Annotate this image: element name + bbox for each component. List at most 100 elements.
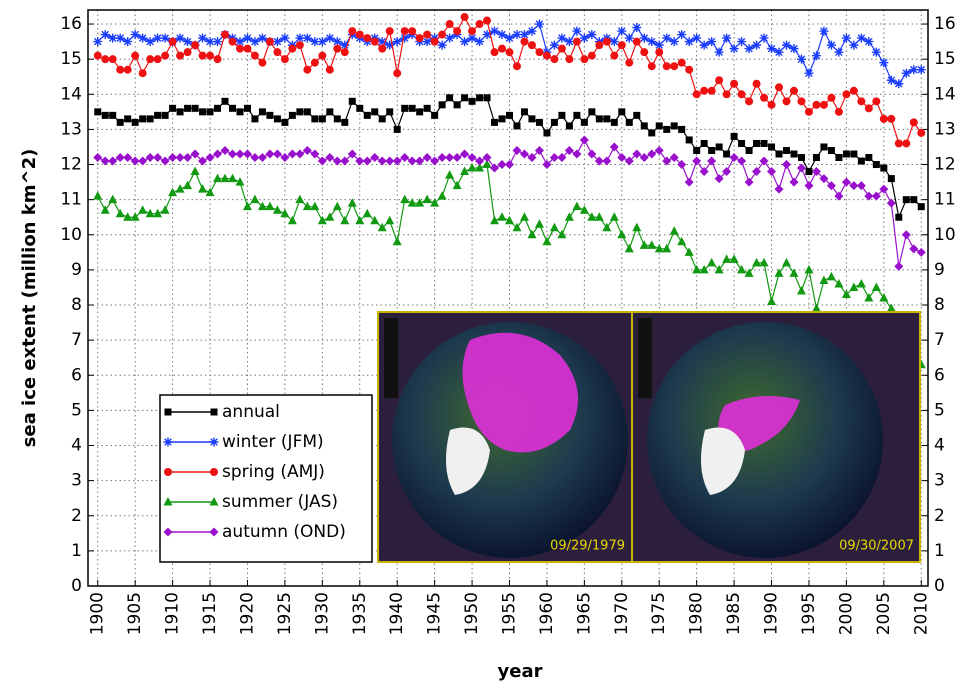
marker xyxy=(894,79,903,88)
marker xyxy=(678,59,686,67)
marker xyxy=(445,170,454,179)
marker xyxy=(797,97,805,105)
marker xyxy=(468,153,477,162)
y-tick-label: 4 xyxy=(71,436,82,456)
marker xyxy=(670,37,679,46)
marker xyxy=(146,55,154,63)
marker xyxy=(610,52,618,60)
marker xyxy=(745,97,753,105)
marker xyxy=(484,94,491,101)
marker xyxy=(468,27,476,35)
marker xyxy=(685,178,694,187)
marker xyxy=(228,174,237,183)
marker xyxy=(692,157,701,166)
marker xyxy=(902,139,910,147)
marker xyxy=(625,59,633,67)
marker xyxy=(580,205,589,214)
marker xyxy=(228,38,236,46)
x-tick-label: 1995 xyxy=(799,592,819,635)
marker xyxy=(857,181,866,190)
marker xyxy=(94,52,102,60)
marker xyxy=(828,147,835,154)
marker xyxy=(214,55,222,63)
marker xyxy=(491,119,498,126)
marker xyxy=(124,115,131,122)
marker xyxy=(280,34,289,43)
y2-tick-label: 6 xyxy=(934,365,945,385)
marker xyxy=(265,202,274,211)
marker xyxy=(775,185,784,194)
y-tick-label: 3 xyxy=(71,471,82,491)
marker xyxy=(730,44,739,53)
marker xyxy=(812,51,821,60)
y-tick-label: 11 xyxy=(60,190,82,210)
colorbar xyxy=(384,318,398,398)
x-tick-label: 1975 xyxy=(649,592,669,635)
marker xyxy=(221,146,230,155)
marker xyxy=(438,31,446,39)
marker xyxy=(850,87,858,95)
marker xyxy=(295,195,304,204)
marker xyxy=(341,119,348,126)
marker xyxy=(782,258,791,267)
marker xyxy=(655,146,664,155)
marker xyxy=(909,244,918,253)
marker xyxy=(364,112,371,119)
marker xyxy=(266,112,273,119)
x-tick-label: 1920 xyxy=(237,592,257,635)
y-tick-label: 5 xyxy=(71,400,82,420)
marker xyxy=(655,244,664,253)
marker xyxy=(566,122,573,129)
marker xyxy=(708,87,716,95)
marker xyxy=(311,59,319,67)
marker xyxy=(207,108,214,115)
marker xyxy=(625,244,634,253)
marker xyxy=(633,112,640,119)
marker xyxy=(513,62,521,70)
marker xyxy=(641,122,648,129)
marker xyxy=(603,38,611,46)
marker xyxy=(550,55,558,63)
marker xyxy=(340,216,349,225)
marker xyxy=(356,105,363,112)
y2-tick-label: 3 xyxy=(934,471,945,491)
marker xyxy=(513,122,520,129)
marker xyxy=(527,27,536,36)
marker xyxy=(910,118,918,126)
marker xyxy=(199,52,207,60)
x-tick-label: 2000 xyxy=(836,592,856,635)
marker xyxy=(258,153,267,162)
marker xyxy=(820,101,828,109)
marker xyxy=(850,151,857,158)
marker xyxy=(520,150,529,159)
marker xyxy=(535,219,544,228)
marker xyxy=(573,38,581,46)
marker xyxy=(864,37,873,46)
marker xyxy=(783,97,791,105)
y2-tick-label: 8 xyxy=(934,295,945,315)
marker xyxy=(138,157,147,166)
marker xyxy=(610,37,619,46)
marker xyxy=(273,150,282,159)
marker xyxy=(558,45,566,53)
marker xyxy=(386,108,393,115)
marker xyxy=(431,112,438,119)
y2-tick-label: 16 xyxy=(934,14,956,34)
marker xyxy=(611,119,618,126)
marker xyxy=(296,41,304,49)
marker xyxy=(596,115,603,122)
marker xyxy=(610,142,619,151)
marker xyxy=(745,178,754,187)
marker xyxy=(423,195,432,204)
marker xyxy=(888,175,895,182)
marker xyxy=(505,48,513,56)
marker xyxy=(243,150,252,159)
marker xyxy=(880,115,888,123)
marker xyxy=(716,143,723,150)
marker xyxy=(543,52,551,60)
marker xyxy=(535,20,544,29)
marker xyxy=(701,140,708,147)
marker xyxy=(753,80,761,88)
marker xyxy=(648,62,656,70)
marker xyxy=(289,112,296,119)
